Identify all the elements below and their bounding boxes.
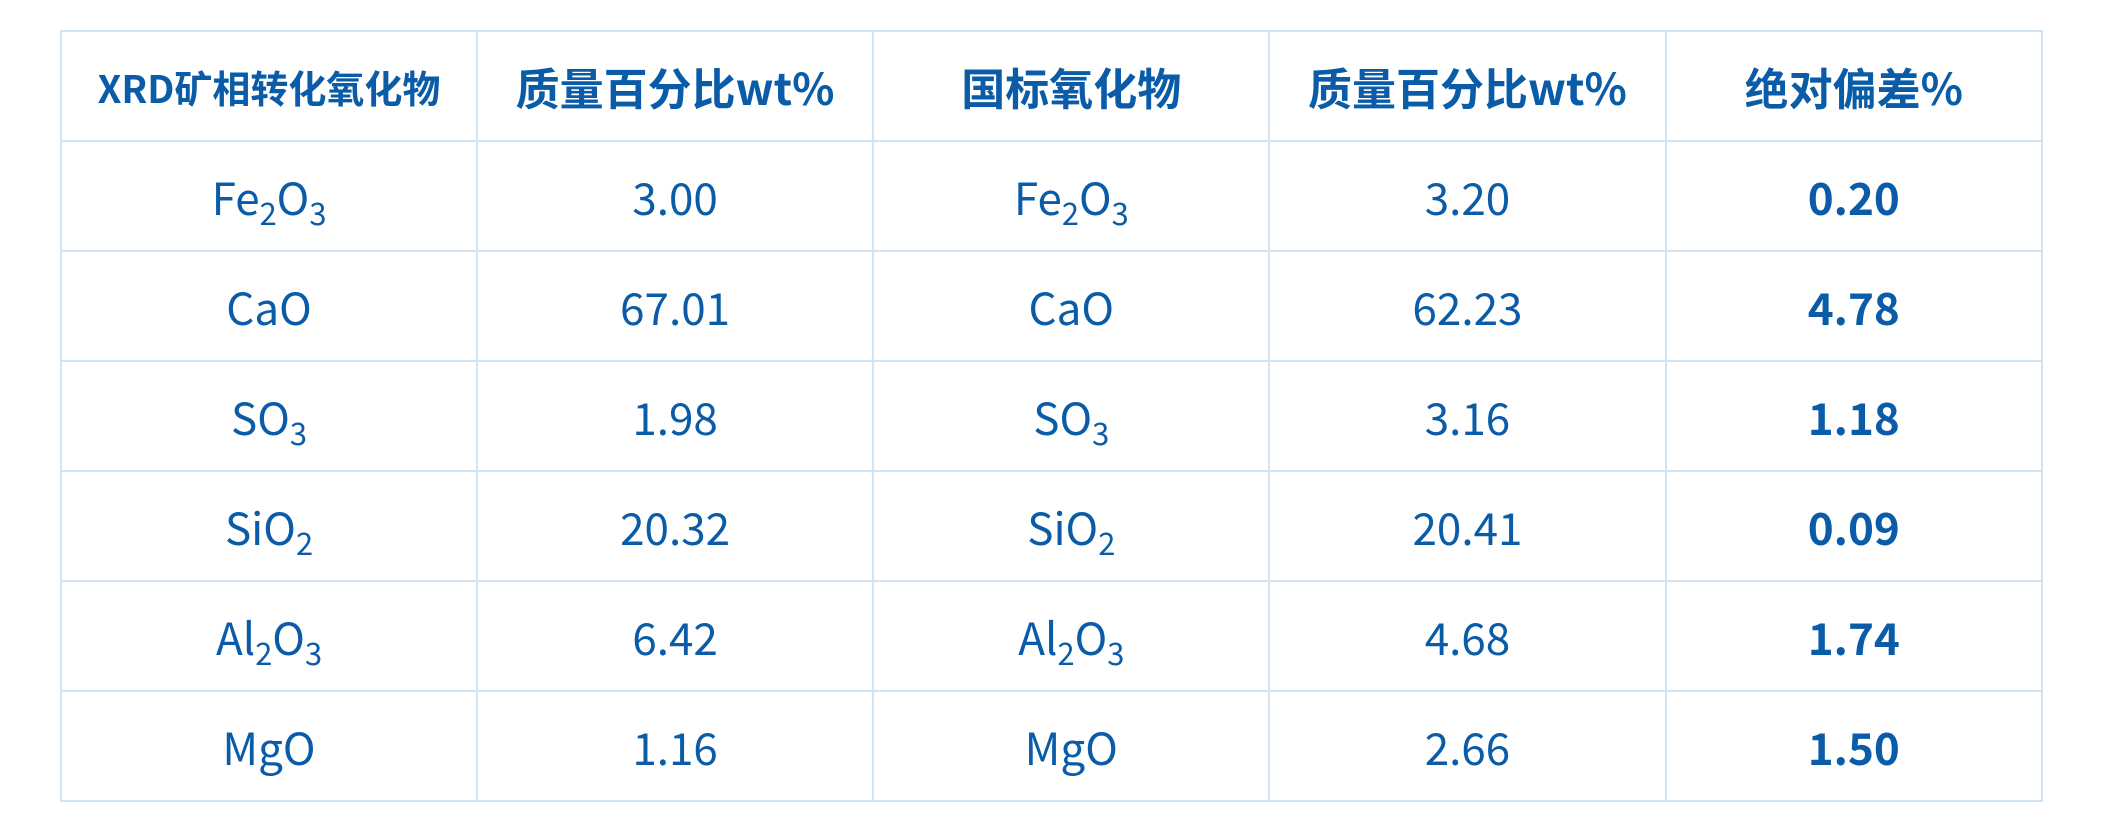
table-row: Fe2O33.00Fe2O33.200.20 xyxy=(61,141,2042,251)
col-header-gb-wt: 质量百分比wt% xyxy=(1269,31,1665,141)
cell-gb-oxide: CaO xyxy=(873,251,1269,361)
cell-gb-wt: 4.68 xyxy=(1269,581,1665,691)
col-header-xrd-wt: 质量百分比wt% xyxy=(477,31,873,141)
cell-abs-dev: 1.18 xyxy=(1666,361,2042,471)
cell-abs-dev: 1.50 xyxy=(1666,691,2042,801)
cell-gb-wt: 2.66 xyxy=(1269,691,1665,801)
cell-xrd-oxide: Fe2O3 xyxy=(61,141,477,251)
cell-abs-dev: 1.74 xyxy=(1666,581,2042,691)
cell-xrd-oxide: SiO2 xyxy=(61,471,477,581)
cell-gb-wt: 62.23 xyxy=(1269,251,1665,361)
oxide-comparison-table: XRD矿相转化氧化物 质量百分比wt% 国标氧化物 质量百分比wt% 绝对偏差%… xyxy=(60,30,2043,802)
cell-gb-oxide: SO3 xyxy=(873,361,1269,471)
col-header-abs-dev: 绝对偏差% xyxy=(1666,31,2042,141)
cell-xrd-oxide: Al2O3 xyxy=(61,581,477,691)
cell-gb-wt: 3.16 xyxy=(1269,361,1665,471)
cell-gb-oxide: MgO xyxy=(873,691,1269,801)
cell-gb-oxide: Fe2O3 xyxy=(873,141,1269,251)
table-row: MgO1.16MgO2.661.50 xyxy=(61,691,2042,801)
cell-xrd-oxide: SO3 xyxy=(61,361,477,471)
cell-abs-dev: 0.09 xyxy=(1666,471,2042,581)
cell-xrd-wt: 6.42 xyxy=(477,581,873,691)
col-header-xrd-oxide: XRD矿相转化氧化物 xyxy=(61,31,477,141)
table-row: SiO220.32SiO220.410.09 xyxy=(61,471,2042,581)
cell-gb-wt: 3.20 xyxy=(1269,141,1665,251)
cell-xrd-wt: 1.98 xyxy=(477,361,873,471)
cell-xrd-wt: 20.32 xyxy=(477,471,873,581)
cell-abs-dev: 0.20 xyxy=(1666,141,2042,251)
cell-gb-wt: 20.41 xyxy=(1269,471,1665,581)
cell-gb-oxide: Al2O3 xyxy=(873,581,1269,691)
cell-xrd-wt: 67.01 xyxy=(477,251,873,361)
cell-xrd-oxide: MgO xyxy=(61,691,477,801)
cell-gb-oxide: SiO2 xyxy=(873,471,1269,581)
cell-xrd-wt: 1.16 xyxy=(477,691,873,801)
cell-abs-dev: 4.78 xyxy=(1666,251,2042,361)
cell-xrd-oxide: CaO xyxy=(61,251,477,361)
table-header-row: XRD矿相转化氧化物 质量百分比wt% 国标氧化物 质量百分比wt% 绝对偏差% xyxy=(61,31,2042,141)
table-body: Fe2O33.00Fe2O33.200.20CaO67.01CaO62.234.… xyxy=(61,141,2042,801)
col-header-gb-oxide: 国标氧化物 xyxy=(873,31,1269,141)
table-row: CaO67.01CaO62.234.78 xyxy=(61,251,2042,361)
table-row: SO31.98SO33.161.18 xyxy=(61,361,2042,471)
table-row: Al2O36.42Al2O34.681.74 xyxy=(61,581,2042,691)
cell-xrd-wt: 3.00 xyxy=(477,141,873,251)
